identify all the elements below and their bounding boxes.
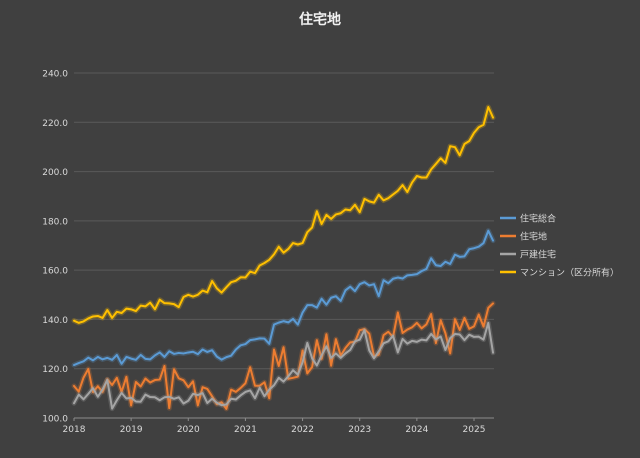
- x-tick-label: 2024: [405, 425, 428, 435]
- axes: 100.0 120.0 140.0 160.0 180.0 200.0 220.0 240.0…: [42, 70, 494, 435]
- y-tick-label: 100.0: [42, 415, 68, 425]
- y-tick-label: 160.0: [42, 267, 68, 277]
- y-tick-label: 120.0: [42, 365, 68, 375]
- series-lines: [71, 104, 496, 412]
- x-tick-label: 2018: [63, 425, 86, 435]
- series-line-3: [73, 106, 495, 324]
- chart-title: 住宅地: [299, 11, 341, 28]
- y-tick-label: 240.0: [42, 70, 68, 80]
- legend-label-2: 戸建住宅: [520, 249, 556, 261]
- y-tick-label: 220.0: [42, 119, 68, 129]
- x-tick-label: 2023: [348, 425, 371, 435]
- x-tick-label: 2025: [463, 425, 486, 435]
- x-tick-label: 2019: [120, 425, 143, 435]
- series-line-1: [73, 302, 495, 410]
- series-line-2: [73, 321, 495, 410]
- y-tick-label: 140.0: [42, 316, 68, 326]
- y-tick-label: 200.0: [42, 168, 68, 178]
- x-tick-label: 2022: [291, 425, 314, 435]
- legend-label-1: 住宅地: [520, 231, 547, 243]
- y-tick-label: 180.0: [42, 217, 68, 227]
- legend-label-3: マンション（区分所有）: [520, 267, 619, 279]
- x-tick-label: 2020: [177, 425, 200, 435]
- x-tick-label: 2021: [234, 425, 257, 435]
- series-line-0: [73, 229, 495, 367]
- legend-label-0: 住宅総合: [520, 213, 556, 225]
